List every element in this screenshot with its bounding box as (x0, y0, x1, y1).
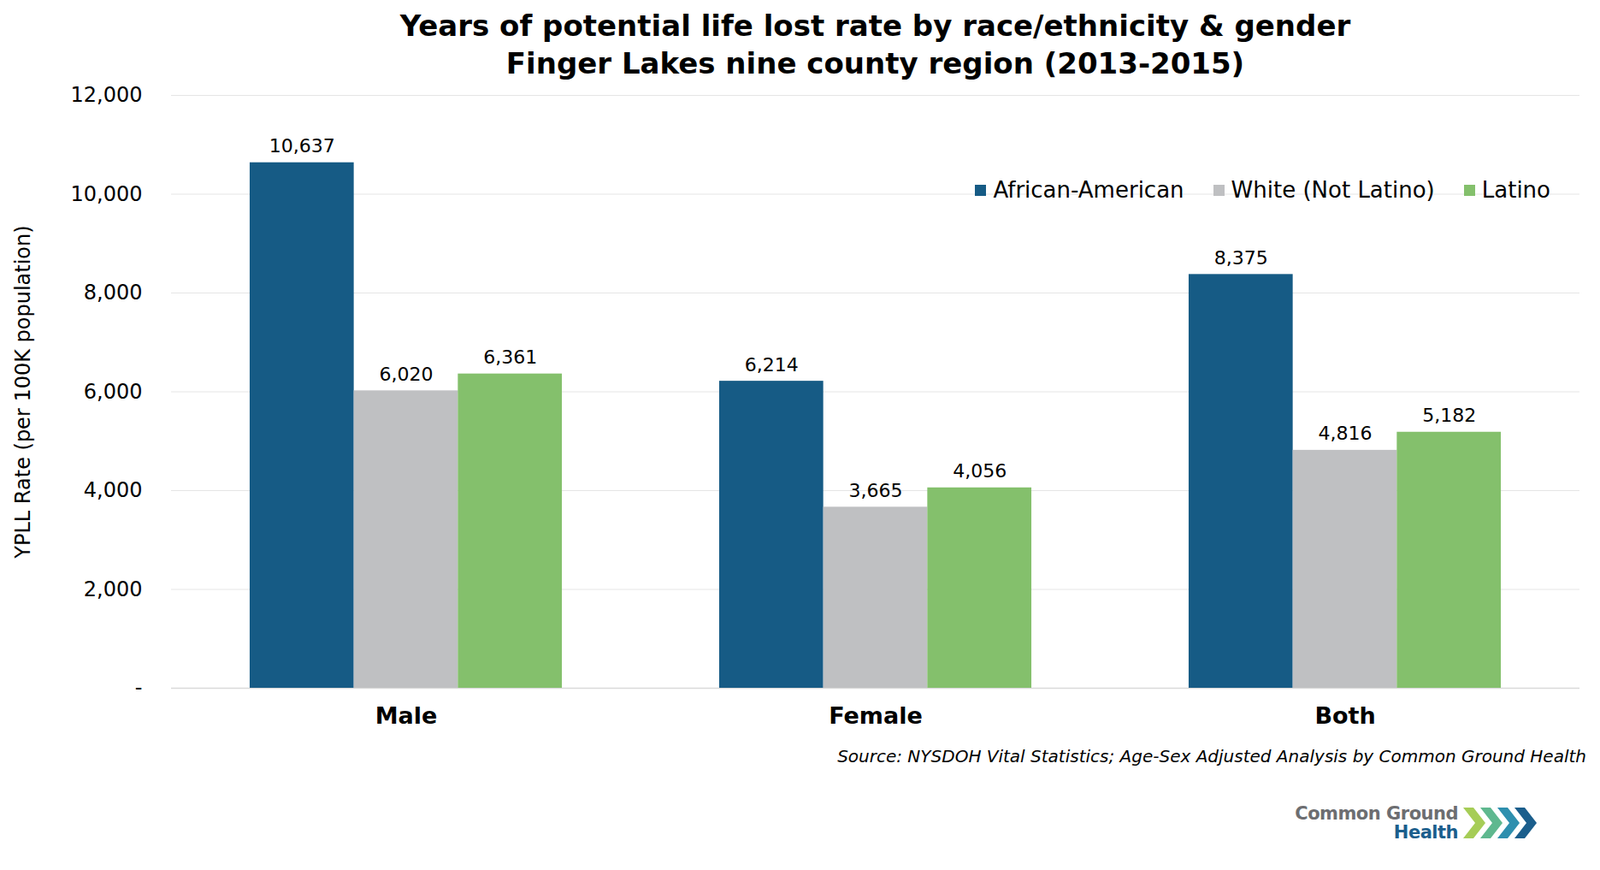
svg-text:Both: Both (1314, 702, 1376, 729)
svg-text:2,000: 2,000 (83, 577, 143, 602)
svg-text:4,000: 4,000 (83, 478, 143, 502)
html-text:Health: Health (1393, 821, 1459, 843)
svg-text:4,056: 4,056 (952, 460, 1007, 482)
svg-text:6,361: 6,361 (483, 346, 538, 368)
svg-text:6,214: 6,214 (744, 354, 799, 376)
svg-text:3,665: 3,665 (849, 479, 904, 502)
html-text:YPLL Rate (per 100K population: YPLL Rate (per 100K population) (11, 225, 36, 559)
svg-text:6,000: 6,000 (83, 379, 143, 404)
html-text:Source: NYSDOH Vital Statistic: Source: NYSDOH Vital Statistics; Age-Sex… (837, 745, 1587, 767)
html-text:Years of potential life lost r: Years of potential life lost rate by rac… (400, 8, 1351, 43)
svg-text:12,000: 12,000 (70, 82, 143, 107)
svg-text:-: - (135, 675, 143, 700)
svg-text:6,020: 6,020 (379, 363, 434, 385)
html-text:Common Ground: Common Ground (1294, 802, 1459, 824)
svg-text:8,000: 8,000 (83, 280, 143, 305)
html-text:White (Not Latino): White (Not Latino) (1231, 177, 1435, 203)
svg-text:Male: Male (375, 702, 438, 729)
svg-text:Female: Female (828, 702, 923, 729)
svg-text:4,816: 4,816 (1318, 422, 1373, 444)
svg-text:10,637: 10,637 (269, 135, 336, 157)
html-text:Finger Lakes nine county regio: Finger Lakes nine county region (2013-20… (506, 46, 1245, 81)
html-text:African-American: African-American (993, 177, 1185, 203)
svg-text:10,000: 10,000 (70, 182, 143, 207)
svg-text:5,182: 5,182 (1422, 404, 1477, 426)
svg-text:8,375: 8,375 (1214, 247, 1269, 269)
html-text:Latino: Latino (1481, 177, 1551, 203)
